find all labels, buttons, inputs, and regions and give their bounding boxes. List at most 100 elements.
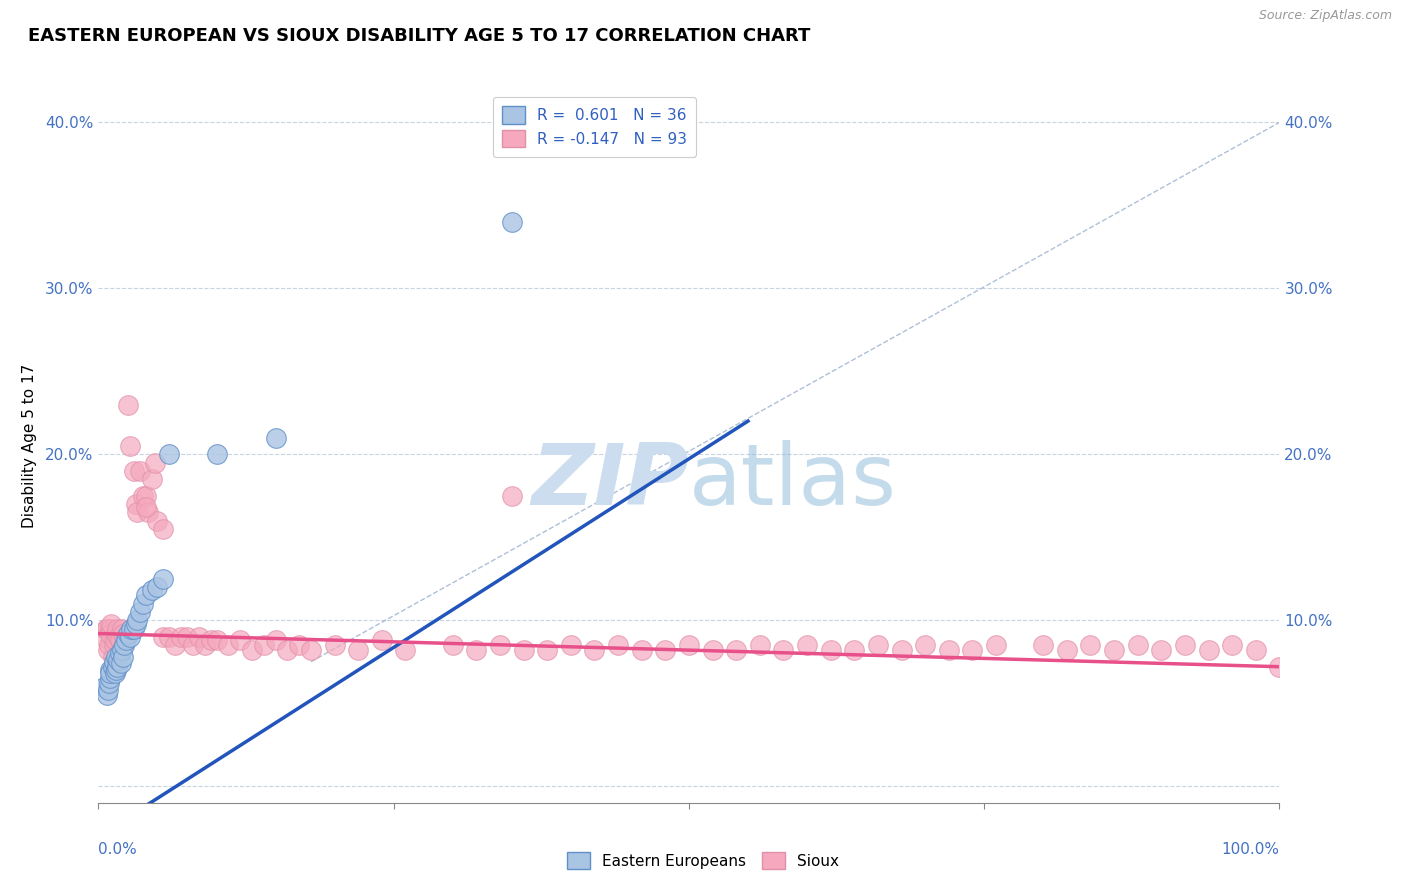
Point: [152, 630, 174, 644]
Point: [165, 638, 187, 652]
Point: [394, 643, 416, 657]
Point: [117, 397, 139, 411]
Point: [205, 447, 228, 461]
Point: [1056, 643, 1078, 657]
Point: [654, 643, 676, 657]
Text: atlas: atlas: [689, 440, 897, 524]
Point: [1268, 659, 1291, 673]
Legend: Eastern Europeans, Sioux: Eastern Europeans, Sioux: [561, 846, 845, 875]
Point: [104, 666, 127, 681]
Point: [264, 633, 287, 648]
Point: [347, 643, 370, 657]
Point: [98, 626, 121, 640]
Point: [101, 659, 124, 673]
Point: [98, 638, 121, 652]
Point: [112, 626, 135, 640]
Point: [125, 616, 148, 631]
Point: [844, 643, 866, 657]
Point: [97, 643, 120, 657]
Point: [1032, 638, 1054, 652]
Point: [1126, 638, 1149, 652]
Point: [1244, 643, 1267, 657]
Point: [146, 580, 169, 594]
Point: [200, 633, 222, 648]
Point: [121, 622, 143, 636]
Point: [93, 630, 115, 644]
Point: [205, 633, 228, 648]
Point: [962, 643, 984, 657]
Point: [702, 643, 724, 657]
Point: [110, 643, 132, 657]
Legend: R =  0.601   N = 36, R = -0.147   N = 93: R = 0.601 N = 36, R = -0.147 N = 93: [492, 97, 696, 157]
Point: [678, 638, 700, 652]
Point: [128, 464, 150, 478]
Point: [253, 638, 276, 652]
Point: [217, 638, 239, 652]
Point: [132, 489, 155, 503]
Point: [108, 633, 131, 648]
Point: [100, 616, 122, 631]
Point: [1080, 638, 1102, 652]
Point: [501, 215, 523, 229]
Point: [108, 647, 131, 661]
Point: [323, 638, 346, 652]
Point: [114, 630, 136, 644]
Point: [1150, 643, 1173, 657]
Point: [110, 657, 132, 671]
Point: [103, 638, 125, 652]
Point: [136, 505, 159, 519]
Text: 100.0%: 100.0%: [1222, 842, 1279, 857]
Text: 0.0%: 0.0%: [98, 842, 138, 857]
Point: [105, 659, 128, 673]
Point: [489, 638, 512, 652]
Point: [141, 472, 163, 486]
Point: [276, 643, 298, 657]
Point: [465, 643, 488, 657]
Point: [725, 643, 748, 657]
Point: [98, 663, 121, 677]
Point: [866, 638, 889, 652]
Y-axis label: Disability Age 5 to 17: Disability Age 5 to 17: [21, 364, 37, 528]
Point: [105, 626, 128, 640]
Point: [101, 649, 124, 664]
Point: [890, 643, 912, 657]
Point: [107, 653, 129, 667]
Point: [98, 676, 121, 690]
Point: [143, 456, 166, 470]
Point: [125, 497, 148, 511]
Point: [135, 489, 157, 503]
Text: ZIP: ZIP: [531, 440, 689, 524]
Point: [748, 638, 770, 652]
Point: [181, 638, 204, 652]
Point: [96, 622, 118, 636]
Point: [111, 643, 134, 657]
Point: [98, 671, 121, 685]
Point: [98, 666, 121, 681]
Point: [152, 522, 174, 536]
Point: [146, 514, 169, 528]
Text: Source: ZipAtlas.com: Source: ZipAtlas.com: [1258, 9, 1392, 22]
Point: [1102, 643, 1125, 657]
Point: [107, 630, 129, 644]
Point: [135, 500, 157, 515]
Point: [772, 643, 794, 657]
Point: [103, 655, 125, 669]
Point: [536, 643, 558, 657]
Point: [299, 643, 322, 657]
Point: [98, 622, 121, 636]
Point: [229, 633, 252, 648]
Point: [127, 613, 149, 627]
Point: [152, 572, 174, 586]
Point: [288, 638, 311, 652]
Point: [127, 505, 149, 519]
Point: [117, 626, 139, 640]
Point: [105, 663, 128, 677]
Point: [105, 622, 128, 636]
Point: [111, 622, 134, 636]
Point: [120, 630, 142, 644]
Point: [128, 605, 150, 619]
Point: [560, 638, 582, 652]
Point: [1198, 643, 1220, 657]
Point: [104, 633, 127, 648]
Point: [157, 447, 180, 461]
